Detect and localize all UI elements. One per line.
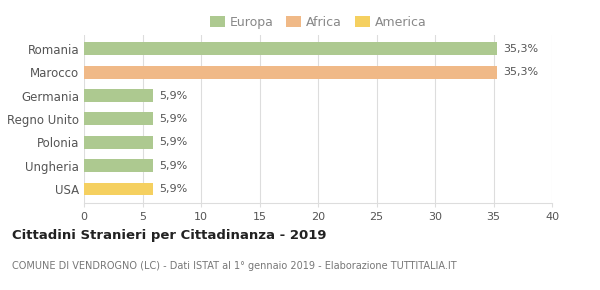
Bar: [84, 66, 497, 79]
Bar: [84, 136, 153, 149]
Text: 35,3%: 35,3%: [503, 67, 538, 77]
Text: 5,9%: 5,9%: [159, 137, 187, 147]
Text: COMUNE DI VENDROGNO (LC) - Dati ISTAT al 1° gennaio 2019 - Elaborazione TUTTITAL: COMUNE DI VENDROGNO (LC) - Dati ISTAT al…: [12, 261, 457, 271]
Text: 35,3%: 35,3%: [503, 44, 538, 54]
Text: Cittadini Stranieri per Cittadinanza - 2019: Cittadini Stranieri per Cittadinanza - 2…: [12, 229, 326, 242]
Bar: [84, 182, 153, 195]
Text: 5,9%: 5,9%: [159, 114, 187, 124]
Bar: [84, 89, 153, 102]
Text: 5,9%: 5,9%: [159, 184, 187, 194]
Text: 5,9%: 5,9%: [159, 90, 187, 101]
Bar: [84, 113, 153, 125]
Bar: [84, 159, 153, 172]
Text: 5,9%: 5,9%: [159, 161, 187, 171]
Legend: Europa, Africa, America: Europa, Africa, America: [205, 11, 431, 34]
Bar: [84, 42, 497, 55]
